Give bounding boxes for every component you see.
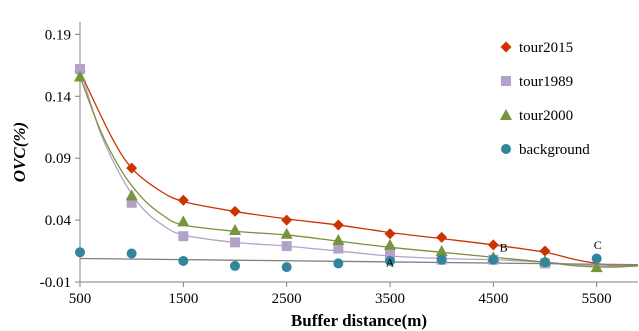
point-background <box>436 254 447 265</box>
point-tour1989 <box>75 64 85 75</box>
point-tour1989 <box>385 249 395 260</box>
point-tour1989 <box>126 197 137 208</box>
y-tick-label: 0.14 <box>45 89 72 105</box>
legend-marker-background <box>501 144 511 154</box>
legend-label-background: background <box>519 142 590 158</box>
point-tour2000 <box>177 215 190 227</box>
point-tour2015 <box>229 205 241 217</box>
trend-lines <box>79 68 639 268</box>
point-tour2015 <box>487 239 499 251</box>
point-tour2000 <box>280 227 293 239</box>
point-tour2000 <box>435 245 448 257</box>
y-tick-label: 0.09 <box>45 151 71 167</box>
point-background <box>488 254 499 265</box>
point-tour2015 <box>177 194 189 206</box>
legend-marker-tour2000 <box>500 109 512 120</box>
y-tick-label: 0.04 <box>45 213 72 229</box>
y-axis-title: OVC(%) <box>10 122 29 182</box>
point-background <box>591 253 602 264</box>
x-tick-label: 2500 <box>272 291 302 307</box>
legend-label-tour2000: tour2000 <box>519 108 573 124</box>
x-tick-label: 500 <box>69 291 92 307</box>
point-tour2000 <box>590 261 603 273</box>
legend-marker-tour2015 <box>500 41 512 53</box>
chart-axes: -0.01 0.04 0.09 0.14 0.19 500 1500 2500 3500 4500… <box>40 22 638 307</box>
trend-line-tour2000 <box>79 76 639 268</box>
y-tick-label: 0.19 <box>45 27 71 43</box>
point-tour1989 <box>281 241 292 252</box>
data-points <box>74 64 603 273</box>
x-tick-label: 4500 <box>478 291 508 307</box>
point-background <box>540 257 550 268</box>
point-tour1989 <box>178 231 189 242</box>
point-tour2015 <box>332 219 344 231</box>
annotation-a: A <box>386 256 395 270</box>
point-tour1989 <box>333 243 344 254</box>
point-background <box>230 260 240 271</box>
x-tick-label: 5500 <box>582 291 612 307</box>
annotation-b: B <box>500 241 508 255</box>
trend-line-tour1989 <box>79 68 639 267</box>
trend-line-tour2015 <box>79 71 639 266</box>
point-background <box>385 255 395 266</box>
x-tick-label: 1500 <box>168 291 198 307</box>
legend-label-tour1989: tour1989 <box>519 74 573 90</box>
point-tour2015 <box>384 228 396 240</box>
point-tour2000 <box>74 70 86 82</box>
point-background <box>333 258 344 269</box>
x-axis-title: Buffer distance(m) <box>291 311 427 330</box>
point-tour2015 <box>539 245 551 257</box>
point-background <box>281 262 292 273</box>
point-tour2015 <box>281 214 293 226</box>
point-background <box>178 255 189 266</box>
point-tour2000 <box>229 224 241 235</box>
y-tick-label: -0.01 <box>40 275 71 291</box>
legend-label-tour2015: tour2015 <box>519 40 573 56</box>
point-tour2015 <box>126 162 138 174</box>
point-tour1989 <box>230 237 240 248</box>
point-tour2000 <box>384 238 396 250</box>
legend: tour2015 tour1989 tour2000 background <box>500 40 590 158</box>
point-tour2015 <box>436 231 448 243</box>
point-background <box>75 247 85 258</box>
annotations: A B C <box>386 238 602 269</box>
x-tick-label: 3500 <box>375 291 405 307</box>
annotation-c: C <box>594 238 602 252</box>
point-tour2000 <box>125 189 138 201</box>
trend-line-background <box>79 257 639 266</box>
point-tour2000 <box>332 233 345 245</box>
legend-marker-tour1989 <box>501 76 511 86</box>
point-background <box>126 248 137 259</box>
